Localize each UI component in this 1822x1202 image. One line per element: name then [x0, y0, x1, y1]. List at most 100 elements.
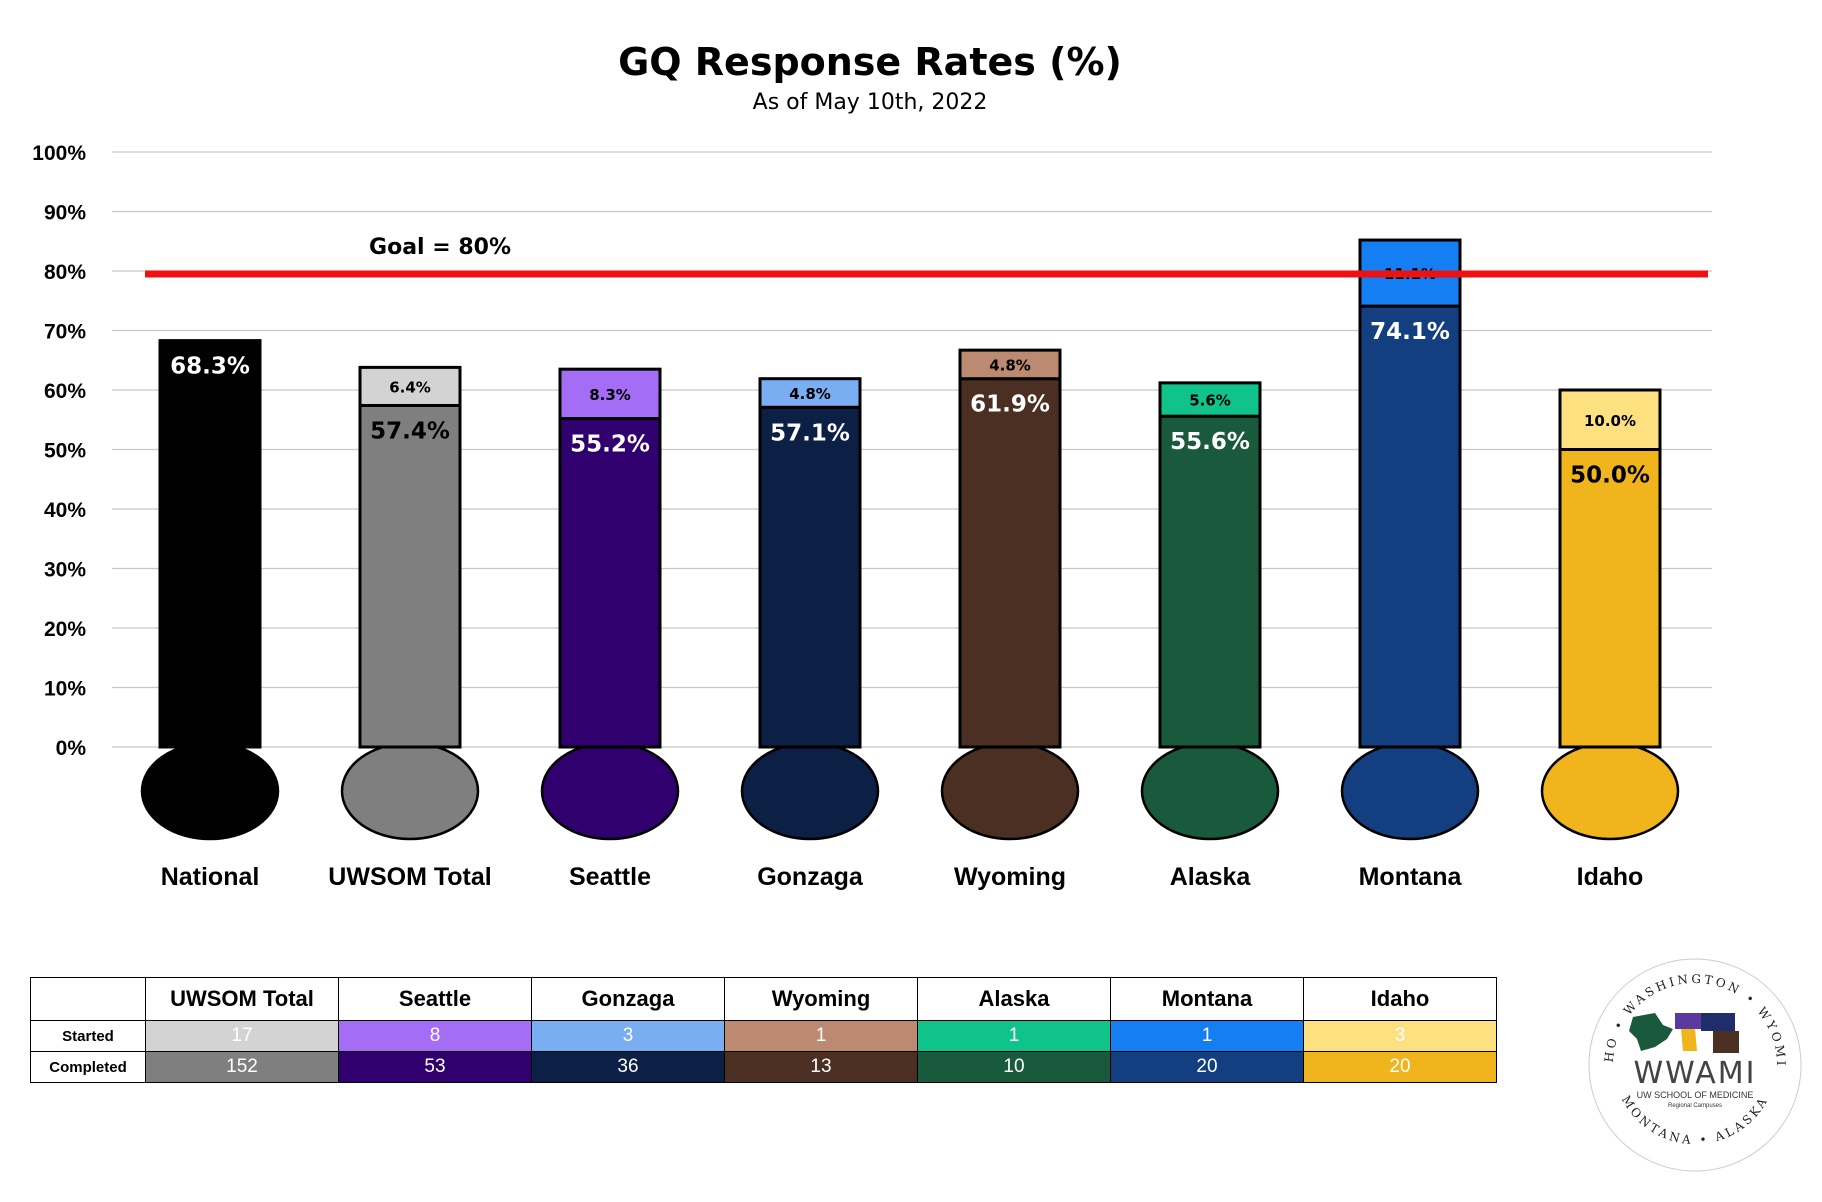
chart-subtitle: As of May 10th, 2022: [752, 90, 988, 115]
table-cell: 20: [1303, 1051, 1497, 1083]
y-tick-label: 70%: [44, 321, 86, 344]
y-tick-label: 40%: [44, 499, 86, 522]
bar-completed: [1358, 304, 1462, 749]
bar-chart: 0% 10% 20% 30% 40% 50% 60% 70% 80% 90% 100% 68.3% 6…: [32, 142, 1712, 891]
y-tick-label: 100%: [32, 142, 86, 165]
bar-group: 6.4% 57.4%: [340, 365, 480, 841]
table-column-header: UWSOM Total: [145, 977, 339, 1021]
table-column-header: Montana: [1110, 977, 1304, 1021]
table-cell: 1: [917, 1020, 1111, 1052]
started-label: 10.0%: [1584, 412, 1636, 430]
bar-bulb: [1540, 741, 1680, 841]
bars: 68.3% 6.4% 57.4% 8.3% 55.2% 4.8% 57.1% 4.8% 61.9…: [140, 238, 1680, 841]
table-column-header: Alaska: [917, 977, 1111, 1021]
bar-bulb: [540, 741, 680, 841]
table-cell: 17: [145, 1020, 339, 1052]
bar-bulb: [340, 741, 480, 841]
table-cell: 1: [724, 1020, 918, 1052]
y-tick-label: 90%: [44, 202, 86, 225]
y-tick-label: 30%: [44, 559, 86, 582]
table-cell: 20: [1110, 1051, 1304, 1083]
bar-started: [1558, 388, 1662, 451]
bar-group: 68.3%: [140, 339, 280, 841]
bar-completed: [1558, 448, 1662, 749]
y-tick-label: 80%: [44, 261, 86, 284]
goal-line: Goal = 80%: [145, 235, 1708, 278]
table-cell: 53: [338, 1051, 532, 1083]
table-cell: 8: [338, 1020, 532, 1052]
x-tick-label: Montana: [1359, 863, 1463, 891]
table-corner: [30, 977, 146, 1021]
y-tick-label: 60%: [44, 380, 86, 403]
table-column-header: Wyoming: [724, 977, 918, 1021]
y-tick-label: 20%: [44, 618, 86, 641]
table-body: Started 17 8 3 1 1 1 3 Completed 152 53 36 13 10 20 20: [30, 1020, 1497, 1083]
table-header-row: UWSOM Total Seattle Gonzaga Wyoming Alaska Mo…: [30, 977, 1497, 1021]
completed-label: 55.2%: [570, 432, 650, 458]
map-icon: [1629, 1013, 1739, 1053]
table-cell: 3: [1303, 1020, 1497, 1052]
x-tick-label: National: [161, 863, 260, 891]
x-tick-label: Gonzaga: [757, 863, 864, 891]
completed-label: 57.1%: [770, 420, 850, 446]
bar-group: 8.3% 55.2%: [540, 367, 680, 841]
completed-label: 57.4%: [370, 418, 450, 444]
completed-label: 61.9%: [970, 392, 1050, 418]
started-label: 8.3%: [589, 386, 631, 404]
x-tick-label: Idaho: [1577, 863, 1644, 891]
table-cell: 152: [145, 1051, 339, 1083]
bar-bulb: [1140, 741, 1280, 841]
bar-completed: [1158, 414, 1262, 749]
y-tick-label: 10%: [44, 678, 86, 701]
wwami-logo: IDAHO • WASHINGTON • WYOMING MONTANA • A…: [1585, 955, 1802, 1172]
completed-label: 68.3%: [170, 354, 250, 380]
completed-label: 50.0%: [1570, 463, 1650, 489]
completed-label: 74.1%: [1370, 319, 1450, 345]
started-label: 4.8%: [789, 385, 831, 403]
table-cell: 3: [531, 1020, 725, 1052]
table-cell: 10: [917, 1051, 1111, 1083]
bar-bulb: [740, 741, 880, 841]
bar-group: 4.8% 57.1%: [740, 377, 880, 841]
table-cell: 13: [724, 1051, 918, 1083]
bar-bulb: [140, 741, 280, 841]
x-tick-label: Seattle: [569, 863, 651, 891]
bar-group: 11.1%74.1%: [1340, 238, 1480, 841]
logo-subtitle: UW SCHOOL OF MEDICINE: [1637, 1090, 1754, 1100]
y-tick-label: 50%: [44, 440, 86, 463]
bar-completed: [558, 417, 662, 749]
gridlines: [112, 151, 1712, 748]
bar-completed: [958, 377, 1062, 749]
table-row: Started 17 8 3 1 1 1 3: [30, 1020, 1497, 1052]
table-row-label: Completed: [30, 1051, 146, 1083]
table-column-header: Seattle: [338, 977, 532, 1021]
bar-group: 5.6% 55.6%: [1140, 381, 1280, 841]
counts-table: UWSOM Total Seattle Gonzaga Wyoming Alaska Mo…: [30, 977, 1497, 1083]
bar-completed: [358, 403, 462, 749]
y-axis-ticks: 0% 10% 20% 30% 40% 50% 60% 70% 80% 90% 100%: [32, 142, 86, 760]
bar-bulb: [940, 741, 1080, 841]
bar-started: [958, 348, 1062, 381]
bar-started: [558, 367, 662, 421]
bar-completed: [158, 339, 262, 749]
table-row: Completed 152 53 36 13 10 20 20: [30, 1051, 1497, 1083]
chart-title: GQ Response Rates (%): [618, 40, 1122, 84]
x-axis-labels: National UWSOM Total Seattle Gonzaga Wyoming…: [161, 863, 1644, 891]
bar-completed: [758, 405, 862, 749]
completed-label: 55.6%: [1170, 429, 1250, 455]
bar-started: [1158, 381, 1262, 418]
started-label: 4.8%: [989, 356, 1031, 374]
bar-started: [358, 365, 462, 407]
bar-group: 10.0% 50.0%: [1540, 388, 1680, 841]
table-column-header: Idaho: [1303, 977, 1497, 1021]
x-tick-label: Alaska: [1170, 863, 1252, 891]
logo-subtitle-small: Regional Campuses: [1668, 1103, 1722, 1109]
table-column-header: Gonzaga: [531, 977, 725, 1021]
goal-label: Goal = 80%: [369, 235, 511, 260]
logo-name: WWAMI: [1634, 1056, 1757, 1091]
table-cell: 1: [1110, 1020, 1304, 1052]
table-row-label: Started: [30, 1020, 146, 1052]
x-tick-label: UWSOM Total: [328, 863, 491, 891]
started-label: 6.4%: [389, 378, 431, 396]
bar-group: 4.8% 61.9%: [940, 348, 1080, 841]
